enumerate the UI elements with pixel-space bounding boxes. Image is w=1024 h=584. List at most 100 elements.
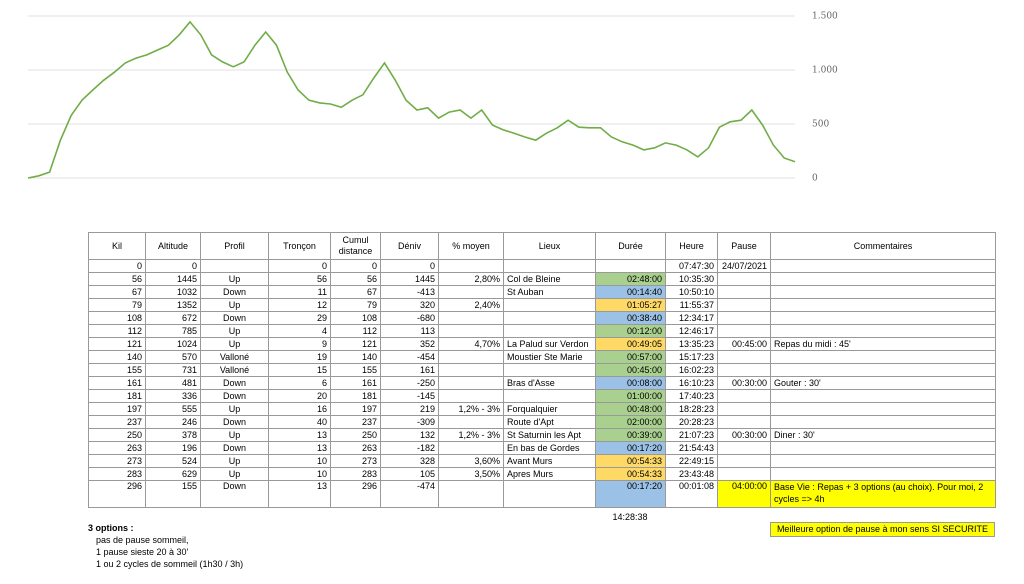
cell: 67 xyxy=(88,285,146,299)
cell: Down xyxy=(200,415,269,429)
cell: 320 xyxy=(380,298,439,312)
cell xyxy=(503,311,596,325)
cell: 56 xyxy=(330,272,381,286)
cell xyxy=(717,272,771,286)
row: 283 629 Up 10 283 105 3,50% Apres Murs 00:54:33 2… xyxy=(88,467,996,481)
cell: Bras d'Asse xyxy=(503,376,596,390)
header-row: Kil Altitude Profil Tronçon Cumul distance Dé… xyxy=(88,232,996,260)
cell xyxy=(717,350,771,364)
cell xyxy=(770,441,996,455)
header-cell: % moyen xyxy=(438,232,504,260)
cell: 10:35:30 xyxy=(665,272,718,286)
cell: 19 xyxy=(268,350,331,364)
cell: 56 xyxy=(268,272,331,286)
cell: 4,70% xyxy=(438,337,504,351)
cell: 79 xyxy=(330,298,381,312)
cell: 219 xyxy=(380,402,439,416)
cell: Up xyxy=(200,454,269,468)
cell: Up xyxy=(200,467,269,481)
cell xyxy=(770,454,996,468)
cell: 121 xyxy=(88,337,146,351)
cell: 13 xyxy=(268,441,331,455)
cell: 112 xyxy=(330,324,381,338)
cell: Base Vie : Repas + 3 options (au choix).… xyxy=(770,480,996,508)
cell: Route d'Apt xyxy=(503,415,596,429)
row: 112 785 Up 4 112 113 00:12:00 12:46:17 xyxy=(88,324,996,338)
cell: 378 xyxy=(145,428,201,442)
cell: 17:40:23 xyxy=(665,389,718,403)
cell xyxy=(770,415,996,429)
cell: 16:02:23 xyxy=(665,363,718,377)
cell: 196 xyxy=(145,441,201,455)
cell xyxy=(717,454,771,468)
cell: Col de Bleine xyxy=(503,272,596,286)
cell: 132 xyxy=(380,428,439,442)
cell: 1024 xyxy=(145,337,201,351)
cell: -182 xyxy=(380,441,439,455)
cell: 00:08:00 xyxy=(595,376,666,390)
cell: 112 xyxy=(88,324,146,338)
cell: Up xyxy=(200,298,269,312)
cell: -680 xyxy=(380,311,439,325)
cell: 00:17:20 xyxy=(595,480,666,508)
cell: 20 xyxy=(268,389,331,403)
cell xyxy=(717,311,771,325)
cell: 121 xyxy=(330,337,381,351)
cell: 161 xyxy=(330,376,381,390)
cell xyxy=(200,259,269,273)
cell: -454 xyxy=(380,350,439,364)
header-cell: Profil xyxy=(200,232,269,260)
cell: 2,80% xyxy=(438,272,504,286)
cell: Moustier Ste Marie xyxy=(503,350,596,364)
cell: 283 xyxy=(330,467,381,481)
cell: 00:48:00 xyxy=(595,402,666,416)
cell: 250 xyxy=(330,428,381,442)
cell: 00:17:20 xyxy=(595,441,666,455)
cell: 00:45:00 xyxy=(717,337,771,351)
cell xyxy=(717,415,771,429)
cell: 24/07/2021 xyxy=(717,259,771,273)
cell: 283 xyxy=(88,467,146,481)
cell: 04:00:00 xyxy=(717,480,771,508)
cell xyxy=(717,298,771,312)
cell: 00:54:33 xyxy=(595,454,666,468)
cell: 3,50% xyxy=(438,467,504,481)
cell: 22:49:15 xyxy=(665,454,718,468)
cell: 4 xyxy=(268,324,331,338)
cell: Up xyxy=(200,272,269,286)
itinerary-table: Kil Altitude Profil Tronçon Cumul distance Dé… xyxy=(88,232,996,508)
row: 108 672 Down 29 108 -680 00:38:40 12:34:17 xyxy=(88,311,996,325)
cell: 785 xyxy=(145,324,201,338)
row: 237 246 Down 40 237 -309 Route d'Apt 02:00:00 20… xyxy=(88,415,996,429)
cell xyxy=(438,259,504,273)
cell xyxy=(717,467,771,481)
cell: 328 xyxy=(380,454,439,468)
cell xyxy=(503,480,596,508)
cell: 13:35:23 xyxy=(665,337,718,351)
cell: 40 xyxy=(268,415,331,429)
cell: 672 xyxy=(145,311,201,325)
cell: 00:14:40 xyxy=(595,285,666,299)
cell: Repas du midi : 45' xyxy=(770,337,996,351)
header-cell: Kil xyxy=(88,232,146,260)
cell: 140 xyxy=(88,350,146,364)
cell: 0 xyxy=(330,259,381,273)
cell xyxy=(438,441,504,455)
cell: 263 xyxy=(330,441,381,455)
cell xyxy=(438,311,504,325)
cell: 16:10:23 xyxy=(665,376,718,390)
cell: 1,2% - 3% xyxy=(438,402,504,416)
elevation-line xyxy=(27,20,796,179)
cell xyxy=(717,285,771,299)
row: 67 1032 Down 11 67 -413 St Auban 00:14:40 10:50:… xyxy=(88,285,996,299)
cell: 1032 xyxy=(145,285,201,299)
cell: Down xyxy=(200,389,269,403)
cell xyxy=(438,415,504,429)
cell: 00:39:00 xyxy=(595,428,666,442)
cell: Valloné xyxy=(200,350,269,364)
y-tick-label: 0 xyxy=(812,174,818,184)
cell: 12 xyxy=(268,298,331,312)
cell: Down xyxy=(200,285,269,299)
cell: 731 xyxy=(145,363,201,377)
cell xyxy=(770,272,996,286)
